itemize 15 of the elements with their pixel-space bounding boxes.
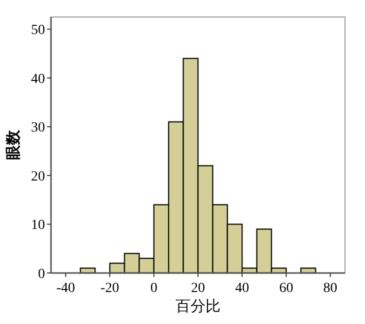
x-tick-label: -40: [56, 281, 76, 296]
x-tick-label: 60: [279, 281, 294, 296]
x-tick-label: 20: [191, 281, 205, 296]
y-tick-label: 20: [31, 169, 45, 184]
x-axis-title: 百分比: [176, 298, 220, 315]
y-axis-title: 眼数: [5, 129, 22, 160]
x-tick-label: -20: [100, 281, 120, 296]
x-tick-label: 80: [323, 281, 338, 296]
y-tick-label: 10: [31, 218, 45, 234]
x-tick-label: 40: [235, 281, 250, 296]
y-tick-label: 50: [31, 23, 45, 38]
y-tick-label: 40: [31, 72, 45, 87]
y-tick-label: 0: [38, 267, 45, 282]
x-tick-label: 0: [150, 281, 158, 296]
y-tick-label: 30: [31, 120, 45, 136]
